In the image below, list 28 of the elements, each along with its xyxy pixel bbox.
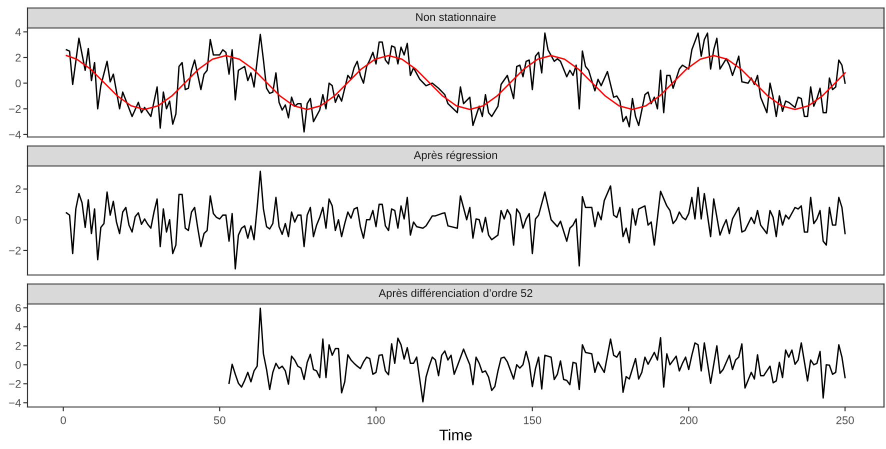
y-tick-label: −2 [9, 105, 21, 113]
x-tick-label: 100 [368, 416, 385, 424]
y-tick-label: 0 [16, 361, 21, 369]
line-series [66, 32, 846, 133]
chart-title: Non stationnaire [416, 12, 496, 21]
y-tick-label: 2 [16, 185, 21, 194]
line-series [66, 170, 846, 270]
x-tick-label: 200 [680, 416, 698, 424]
y-tick-label: 6 [16, 304, 21, 312]
chart-title: Après régression [414, 150, 498, 162]
x-tick-label: 50 [214, 416, 226, 424]
x-tick-label: 250 [836, 416, 854, 424]
x-axis-title: Time [439, 429, 472, 440]
y-tick-label: −2 [9, 246, 21, 254]
y-tick-label: 2 [16, 54, 21, 62]
y-tick-label: 4 [15, 28, 21, 36]
line-series [228, 308, 846, 402]
line-series [66, 54, 846, 110]
y-tick-label: −4 [9, 399, 21, 407]
chart-title: Après différenciation d’ordre 52 [378, 288, 532, 300]
y-tick-label: −4 [9, 130, 21, 138]
y-tick-label: 2 [16, 342, 21, 350]
x-tick-label: 0 [60, 416, 66, 424]
x-tick-label: 150 [524, 416, 542, 424]
y-tick-label: −2 [9, 380, 21, 388]
y-tick-label: 0 [16, 79, 21, 88]
y-tick-label: 0 [16, 216, 21, 224]
y-tick-label: 4 [15, 323, 21, 331]
